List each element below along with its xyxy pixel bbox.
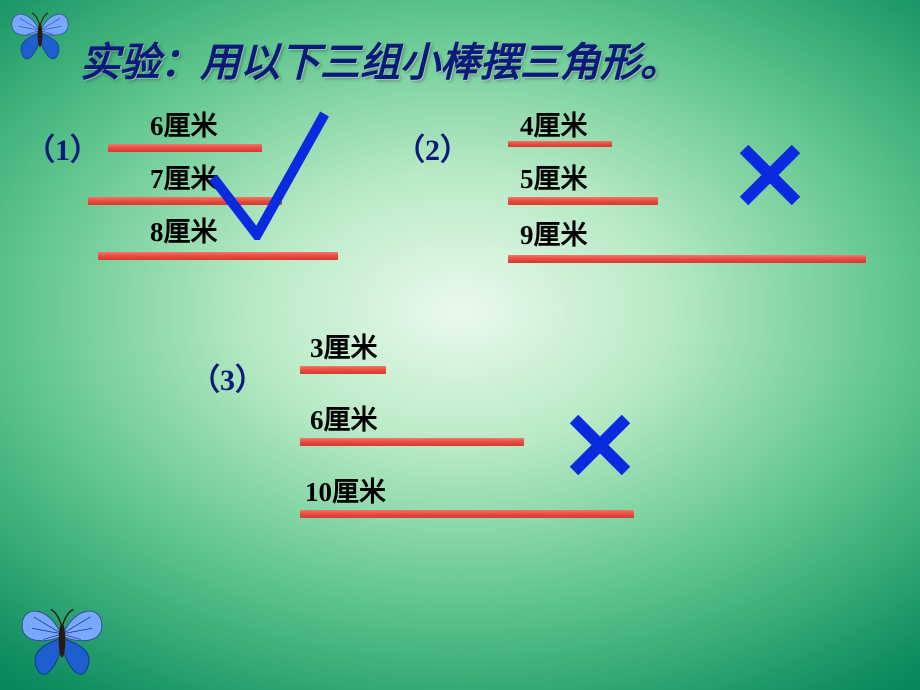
check-icon	[205, 110, 335, 240]
stick-bar	[98, 252, 338, 260]
stick-bar	[108, 144, 262, 152]
stick-label: 6厘米	[150, 104, 218, 143]
stick-label: 10厘米	[305, 470, 386, 509]
stick-bar	[88, 197, 282, 205]
slide-root: 实验：用以下三组小棒摆三角形。 （1） 6厘米 7厘米 8厘米 （2） 4厘米 5厘米 9厘米…	[0, 0, 920, 690]
stick-label: 6厘米	[310, 398, 378, 437]
stick-label: 4厘米	[520, 104, 588, 143]
stick-label: 8厘米	[150, 210, 218, 249]
stick-bar	[508, 141, 612, 147]
group-label-2: （2）	[395, 125, 470, 169]
stick-label: 9厘米	[520, 213, 588, 252]
slide-title: 实验：用以下三组小棒摆三角形。	[80, 30, 680, 88]
stick-bar	[508, 255, 866, 263]
stick-label: 7厘米	[150, 157, 218, 196]
butterfly-icon	[5, 5, 75, 65]
stick-bar	[300, 510, 634, 518]
stick-bar	[300, 366, 386, 374]
group-label-1: （1）	[25, 125, 100, 169]
stick-label: 5厘米	[520, 157, 588, 196]
butterfly-icon	[12, 598, 112, 683]
cross-icon	[740, 145, 800, 205]
stick-bar	[508, 197, 658, 205]
group-label-3: （3）	[190, 355, 265, 399]
stick-label: 3厘米	[310, 326, 378, 365]
stick-bar	[300, 438, 524, 446]
cross-icon	[570, 415, 630, 475]
